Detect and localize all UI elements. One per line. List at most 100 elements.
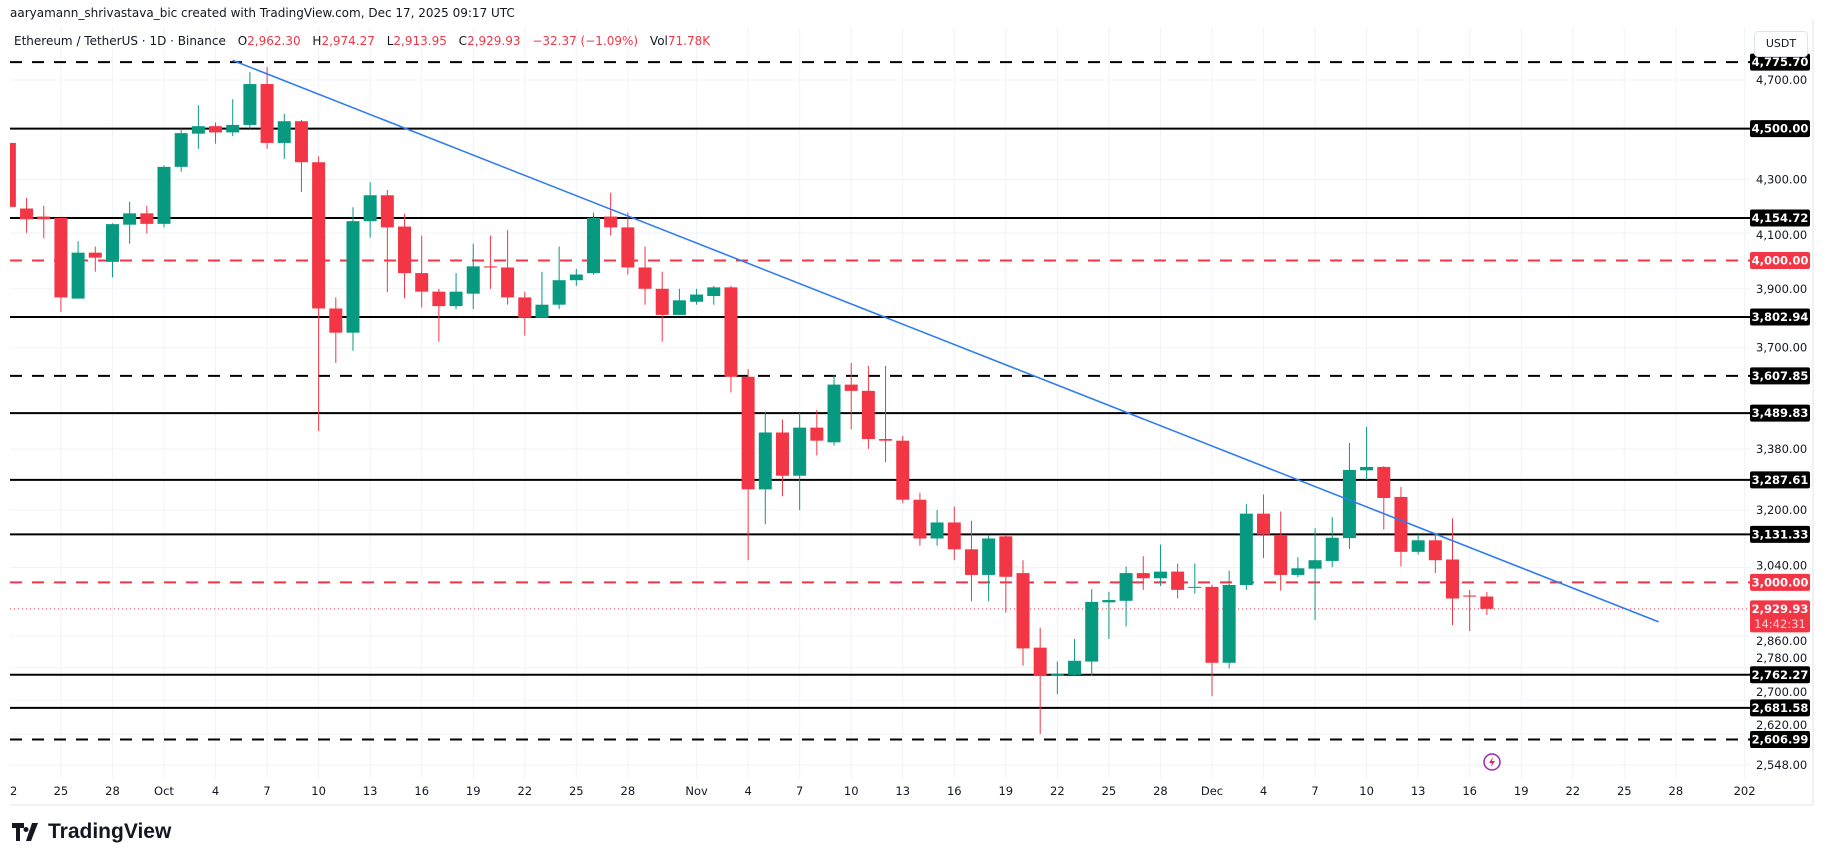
level-price-label-box — [1750, 666, 1810, 684]
candle-up — [1342, 442, 1356, 549]
date-tick-label: 7 — [796, 784, 803, 798]
date-tick-label: 10 — [844, 784, 859, 798]
date-tick-label: 22 — [517, 784, 532, 798]
candle-body — [209, 126, 223, 133]
candle-up — [346, 207, 360, 351]
candle-up — [191, 105, 205, 149]
candle-down — [1274, 511, 1288, 591]
date-tick-label: 22 — [1565, 784, 1580, 798]
candle-body — [346, 221, 360, 333]
level-price-label: 4,500.00 — [1752, 122, 1809, 136]
candle-body — [1016, 573, 1030, 649]
level-price-label-box — [1750, 308, 1810, 326]
candle-down — [10, 142, 16, 207]
level-price-label-box — [1750, 251, 1810, 269]
countdown-label: 14:42:31 — [1754, 617, 1806, 631]
candle-body — [1428, 540, 1442, 561]
candle-down — [913, 492, 927, 546]
level-price-label-box — [1750, 699, 1810, 717]
candle-down — [964, 520, 978, 602]
candle-up — [930, 510, 944, 546]
price-tick-label: 3,380.00 — [1756, 442, 1807, 456]
brand-name: TradingView — [48, 820, 172, 843]
date-tick-label: 16 — [947, 784, 962, 798]
candle-body — [1480, 596, 1494, 609]
candle-down — [621, 212, 635, 275]
candle-down — [483, 235, 497, 289]
date-tick-label: 10 — [311, 784, 326, 798]
candle-body — [569, 274, 583, 281]
candle-down — [810, 409, 824, 456]
lightning-icon[interactable] — [1483, 753, 1501, 771]
level-price-label: 3,287.61 — [1752, 473, 1809, 487]
level-price-label-box — [1750, 731, 1810, 749]
date-tick-label: 7 — [1311, 784, 1318, 798]
candle-body — [1171, 571, 1185, 590]
candle-body — [861, 390, 875, 440]
candle-down — [775, 419, 789, 497]
time-axis[interactable]: 2 25 28 Oct 4 7 10 13 16 19 22 25 28 Nov 4 7 10 13 16 19 22 2… — [10, 784, 1813, 806]
date-tick-label: 10 — [1359, 784, 1374, 798]
candle-down — [1205, 584, 1219, 697]
level-price-label: 3,131.33 — [1752, 527, 1809, 541]
candle-body — [380, 195, 394, 228]
candle-down — [741, 369, 755, 561]
tradingview-logo[interactable]: TradingView — [12, 820, 171, 844]
candle-down — [518, 291, 532, 336]
level-price-label: 4,000.00 — [1752, 253, 1809, 267]
candle-body — [1119, 573, 1133, 601]
candle-body — [140, 213, 154, 224]
date-tick-label: 19 — [466, 784, 481, 798]
trendline-line[interactable] — [232, 59, 1659, 623]
level-price-label-box — [1750, 573, 1810, 591]
price-tick-label: 4,700.00 — [1756, 73, 1807, 87]
candle-up — [827, 375, 841, 446]
candle-body — [105, 224, 119, 262]
symbol-legend: Ethereum / TetherUS · 1D · Binance O2,96… — [14, 34, 710, 48]
current-price-label-box — [1750, 600, 1810, 633]
date-tick-label: 25 — [1102, 784, 1117, 798]
level-price-label: 3,489.83 — [1752, 406, 1809, 420]
level-price-label-box — [1750, 367, 1810, 385]
candle-body — [844, 384, 858, 391]
candle-up — [758, 411, 772, 525]
candle-body — [1239, 513, 1253, 585]
price-tick-label: 2,548.00 — [1756, 758, 1807, 772]
high-value: 2,974.27 — [321, 34, 375, 48]
candle-down — [260, 66, 274, 149]
level-price-label: 3,802.94 — [1752, 310, 1809, 324]
candles — [10, 66, 1494, 734]
candle-down — [209, 122, 223, 144]
level-price-label-box — [1750, 209, 1810, 227]
candle-down — [1377, 466, 1391, 530]
date-tick-label: 28 — [105, 784, 120, 798]
price-tick-label: 3,700.00 — [1756, 341, 1807, 355]
high-label: H — [312, 34, 322, 48]
candle-up — [466, 243, 480, 310]
candle-down — [604, 192, 618, 236]
price-tick-label: 2,860.00 — [1756, 634, 1807, 648]
candle-body — [312, 162, 326, 309]
price-axis[interactable]: 4,700.00 4,300.00 4,100.00 3,900.00 3,700.00… — [1750, 20, 1814, 805]
candle-down — [1394, 486, 1408, 567]
currency-button[interactable]: USDT — [1754, 31, 1808, 57]
candle-body — [793, 427, 807, 476]
candle-up — [1119, 566, 1133, 627]
candle-down — [947, 506, 961, 561]
candle-body — [587, 217, 600, 274]
candle-body — [1257, 513, 1271, 535]
candle-body — [191, 126, 205, 134]
candle-down — [140, 205, 154, 234]
symbol-name[interactable]: Ethereum / TetherUS · 1D · Binance — [14, 34, 226, 48]
low-value: 2,913.95 — [393, 34, 447, 48]
trendline[interactable] — [232, 59, 1659, 623]
candle-down — [20, 197, 34, 233]
candle-body — [1050, 674, 1064, 676]
vol-label: Vol — [649, 34, 668, 48]
candle-down — [1463, 589, 1477, 632]
candle-body — [10, 142, 16, 207]
candle-down — [844, 362, 858, 430]
price-tick-label: 4,300.00 — [1756, 173, 1807, 187]
candle-down — [655, 271, 669, 342]
